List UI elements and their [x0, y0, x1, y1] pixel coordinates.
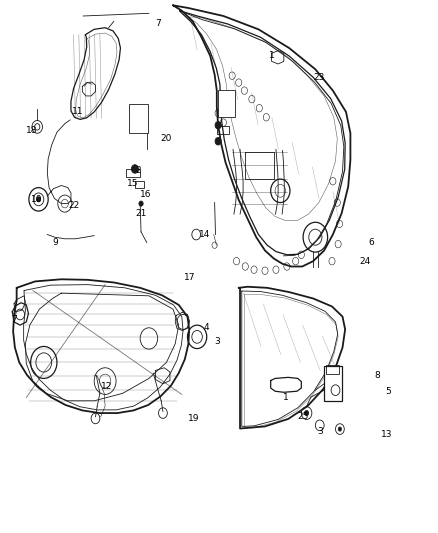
- Text: 4: 4: [204, 324, 209, 332]
- Text: 15: 15: [127, 180, 138, 188]
- Bar: [324, 366, 342, 401]
- Text: 19: 19: [188, 414, 200, 423]
- Bar: [217, 126, 229, 134]
- Circle shape: [215, 122, 221, 129]
- Text: 7: 7: [155, 20, 161, 28]
- Circle shape: [36, 197, 41, 202]
- Text: 11: 11: [72, 108, 84, 116]
- Circle shape: [139, 201, 143, 206]
- Text: 8: 8: [374, 372, 380, 380]
- Text: 1: 1: [269, 52, 275, 60]
- Text: 25: 25: [298, 413, 309, 421]
- Text: 13: 13: [381, 430, 392, 439]
- Bar: [326, 365, 339, 374]
- Text: 16: 16: [140, 190, 152, 199]
- Text: 17: 17: [184, 273, 195, 281]
- Text: 5: 5: [385, 387, 391, 396]
- Text: 10: 10: [31, 196, 42, 204]
- Text: 23: 23: [313, 73, 325, 82]
- Text: 1: 1: [283, 393, 288, 401]
- Text: 9: 9: [53, 238, 58, 247]
- Text: 6: 6: [368, 238, 374, 247]
- Text: 18: 18: [26, 126, 38, 135]
- Bar: [135, 181, 144, 188]
- Text: 12: 12: [101, 382, 112, 391]
- Text: 21: 21: [136, 209, 147, 217]
- Text: 3: 3: [318, 427, 323, 436]
- Circle shape: [131, 165, 138, 173]
- Circle shape: [215, 138, 221, 145]
- Circle shape: [304, 410, 309, 416]
- Text: 7: 7: [11, 316, 17, 324]
- Text: 2: 2: [136, 166, 141, 175]
- Text: 24: 24: [359, 257, 371, 265]
- Bar: [129, 104, 148, 133]
- Circle shape: [338, 427, 342, 431]
- Text: 14: 14: [199, 230, 211, 239]
- Text: 22: 22: [68, 201, 79, 209]
- Bar: [218, 90, 235, 117]
- Bar: [126, 169, 140, 177]
- Text: 20: 20: [160, 134, 171, 143]
- Text: 3: 3: [215, 337, 220, 345]
